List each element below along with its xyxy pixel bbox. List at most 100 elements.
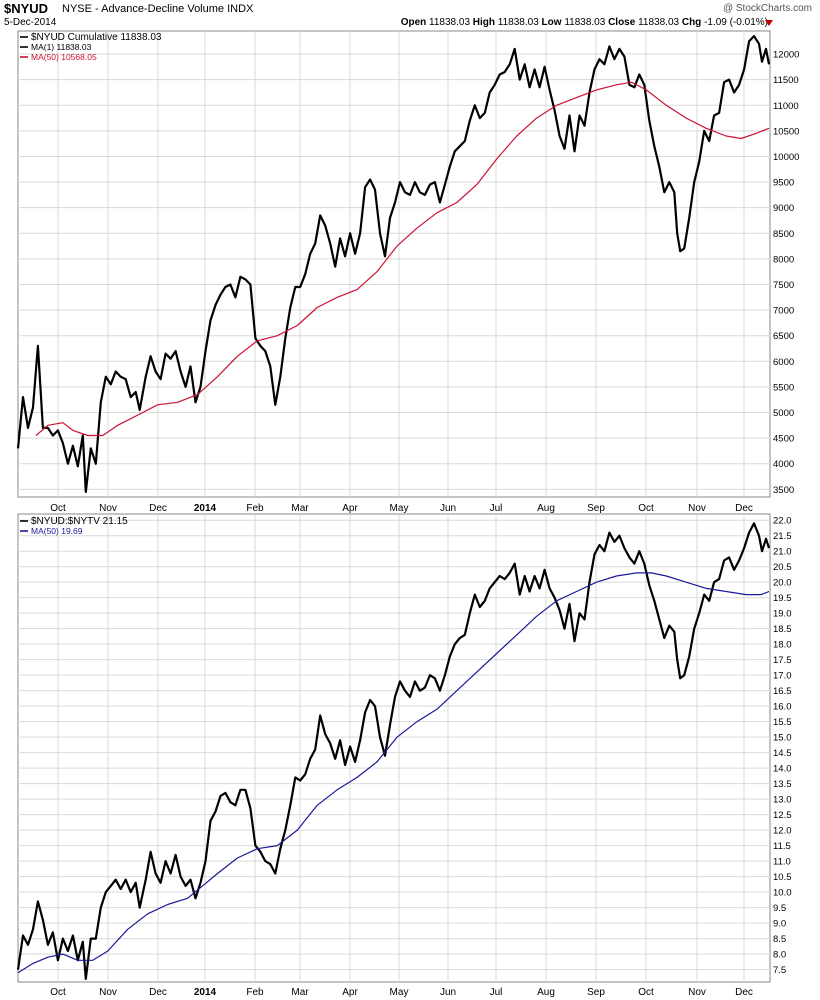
y-tick-label: 10500 <box>773 126 799 137</box>
y-tick-label: 13.5 <box>773 779 792 790</box>
down-arrow-icon <box>765 20 773 26</box>
x-tick-label: Mar <box>291 987 309 998</box>
x-tick-label: Feb <box>246 503 264 514</box>
x-tick-label: May <box>390 503 409 514</box>
y-tick-label: 11.0 <box>773 857 791 868</box>
x-tick-label: Oct <box>50 987 66 998</box>
high-label: High <box>472 17 496 28</box>
y-tick-label: 14.5 <box>773 748 792 759</box>
y-tick-label: 20.0 <box>773 578 792 589</box>
y-tick-label: 8000 <box>773 254 794 265</box>
x-tick-label: Oct <box>638 503 654 514</box>
y-tick-label: 22.0 <box>773 516 792 527</box>
x-tick-label: Apr <box>342 987 358 998</box>
y-tick-label: 13.0 <box>773 795 792 806</box>
x-tick-label: Feb <box>246 987 264 998</box>
open-label: Open <box>400 17 427 28</box>
chart-header: $NYUD NYSE - Advance-Decline Volume INDX… <box>0 0 820 30</box>
chg-value: -1.09 (-0.01%) <box>704 17 768 28</box>
x-tick-label: Jul <box>490 987 503 998</box>
plot-frame-0 <box>17 30 771 498</box>
y-tick-label: 9000 <box>773 203 794 214</box>
y-tick-label: 15.5 <box>773 717 792 728</box>
series-line--nyud-cumulative <box>16 35 771 493</box>
x-tick-label: Apr <box>342 503 358 514</box>
series-line-ma-50- <box>35 81 770 437</box>
plot-frame-1 <box>17 513 771 983</box>
y-tick-label: 9.5 <box>773 903 786 914</box>
x-tick-label: Mar <box>291 503 309 514</box>
y-tick-label: 4000 <box>773 459 794 470</box>
legend-entry: $NYUD:$NYTV 21.15 <box>31 516 128 527</box>
symbol-title: $NYUD <box>4 1 49 16</box>
y-tick-label: 6000 <box>773 357 794 368</box>
x-tick-label: 2014 <box>194 987 217 998</box>
legend-entry: MA(1) 11838.03 <box>31 42 92 52</box>
y-tick-label: 10.5 <box>773 872 792 883</box>
series-line--nyud-nytv <box>16 522 771 980</box>
legend-entry: MA(50) 19.69 <box>31 526 83 536</box>
y-tick-label: 4500 <box>773 434 794 445</box>
x-tick-label: Sep <box>587 987 605 998</box>
y-tick-label: 8500 <box>773 229 794 240</box>
x-tick-label: Oct <box>50 503 66 514</box>
x-tick-label: Aug <box>537 503 555 514</box>
y-tick-label: 7.5 <box>773 965 786 976</box>
y-tick-label: 16.5 <box>773 686 792 697</box>
y-tick-label: 9.0 <box>773 919 786 930</box>
chart-date: 5-Dec-2014 <box>4 17 57 28</box>
open-value: 11838.03 <box>429 17 471 28</box>
y-tick-label: 12.0 <box>773 826 792 837</box>
x-tick-label: Dec <box>149 987 167 998</box>
y-tick-label: 9500 <box>773 178 794 189</box>
series-line-ma-50- <box>17 572 770 974</box>
x-tick-label: Dec <box>735 503 753 514</box>
x-tick-label: May <box>390 987 409 998</box>
low-label: Low <box>541 17 562 28</box>
y-tick-label: 10000 <box>773 152 799 163</box>
symbol-description: NYSE - Advance-Decline Volume INDX <box>62 3 254 15</box>
y-tick-label: 19.5 <box>773 593 792 604</box>
y-tick-label: 15.0 <box>773 733 792 744</box>
x-tick-label: Nov <box>688 987 706 998</box>
y-tick-label: 18.0 <box>773 640 792 651</box>
low-value: 11838.03 <box>564 17 606 28</box>
y-tick-label: 11000 <box>773 101 799 112</box>
y-tick-label: 3500 <box>773 485 794 496</box>
high-value: 11838.03 <box>497 17 539 28</box>
stockcharts-watermark: @ StockCharts.com <box>722 3 812 14</box>
y-tick-label: 12000 <box>773 50 799 61</box>
close-value: 11838.03 <box>638 17 680 28</box>
x-tick-label: Nov <box>99 987 117 998</box>
ohlc-readout: Open 11838.03 High 11838.03 Low 11838.03… <box>401 17 768 28</box>
y-tick-label: 8.0 <box>773 950 786 961</box>
x-tick-label: Dec <box>149 503 167 514</box>
x-tick-label: Oct <box>638 987 654 998</box>
y-tick-label: 7500 <box>773 280 794 291</box>
y-tick-label: 17.0 <box>773 671 792 682</box>
x-tick-label: 2014 <box>194 503 217 514</box>
y-tick-label: 5500 <box>773 382 794 393</box>
y-tick-label: 14.0 <box>773 764 792 775</box>
x-tick-label: Sep <box>587 503 605 514</box>
y-tick-label: 8.5 <box>773 934 786 945</box>
y-tick-label: 21.0 <box>773 547 792 558</box>
y-tick-label: 7000 <box>773 306 794 317</box>
x-tick-label: Aug <box>537 987 555 998</box>
y-tick-label: 11.5 <box>773 841 791 852</box>
y-tick-label: 20.5 <box>773 562 792 573</box>
y-tick-label: 16.0 <box>773 702 792 713</box>
y-tick-label: 17.5 <box>773 655 792 666</box>
legend-entry: $NYUD Cumulative 11838.03 <box>31 32 162 43</box>
y-tick-label: 11500 <box>773 75 799 86</box>
x-tick-label: Nov <box>99 503 117 514</box>
y-tick-label: 21.5 <box>773 531 792 542</box>
x-tick-label: Jul <box>490 503 503 514</box>
y-tick-label: 12.5 <box>773 810 792 821</box>
x-tick-label: Nov <box>688 503 706 514</box>
close-label: Close <box>608 17 636 28</box>
y-tick-label: 5000 <box>773 408 794 419</box>
legend-entry: MA(50) 10568.05 <box>31 52 97 62</box>
y-tick-label: 18.5 <box>773 624 792 635</box>
